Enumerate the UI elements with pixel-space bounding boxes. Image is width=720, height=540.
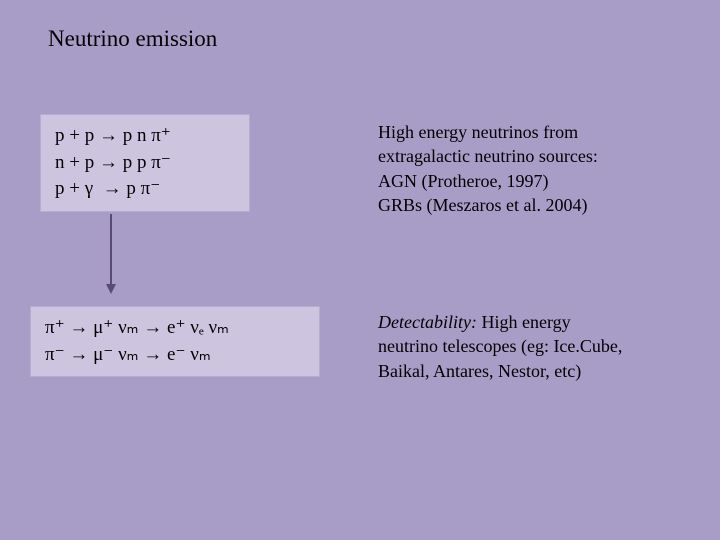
reactions-box-1: p + p → p n π⁺ n + p → p p π⁻ p + γ → p …: [40, 114, 250, 212]
decay-part: μ⁺ νₘ: [93, 317, 138, 338]
reaction-line: p + p → p n π⁺: [55, 123, 235, 150]
decay-part: μ⁻ νₘ: [93, 344, 138, 365]
text-line: AGN (Protheroe, 1997): [378, 169, 688, 193]
text-span: High energy: [477, 312, 571, 332]
arrow-down-icon: [106, 214, 116, 294]
slide-title: Neutrino emission: [48, 26, 217, 52]
text-line: High energy neutrinos from: [378, 120, 688, 144]
decay-line: π⁺ → μ⁺ νₘ → e⁺ νₑ νₘ: [45, 315, 305, 342]
arrow-right-icon: →: [69, 344, 93, 365]
decay-part: e⁻ νₘ: [167, 344, 211, 365]
detectability-text: Detectability: High energy neutrino tele…: [378, 310, 688, 383]
text-line: Baikal, Antares, Nestor, etc): [378, 359, 688, 383]
sources-text: High energy neutrinos from extragalactic…: [378, 120, 688, 217]
arrow-right-icon: →: [69, 317, 93, 338]
reaction-line: n + p → p p π⁻: [55, 150, 235, 177]
decay-line: π⁻ → μ⁻ νₘ → e⁻ νₘ: [45, 342, 305, 369]
arrow-right-icon: →: [99, 152, 123, 173]
arrow-right-icon: →: [143, 344, 167, 365]
text-line: neutrino telescopes (eg: Ice.Cube,: [378, 334, 688, 358]
reactions-box-2: π⁺ → μ⁺ νₘ → e⁺ νₑ νₘ π⁻ → μ⁻ νₘ → e⁻ νₘ: [30, 306, 320, 377]
reaction-rhs: p p π⁻: [123, 152, 171, 173]
text-line: Detectability: High energy: [378, 310, 688, 334]
decay-part: π⁺: [45, 317, 65, 338]
reaction-rhs: p π⁻: [126, 178, 160, 199]
reaction-lhs: p + p: [55, 125, 94, 146]
arrow-right-icon: →: [99, 125, 123, 146]
decay-part: e⁺ νₑ νₘ: [167, 317, 229, 338]
arrow-right-icon: →: [143, 317, 167, 338]
arrow-right-icon: →: [98, 178, 127, 199]
text-line: GRBs (Meszaros et al. 2004): [378, 193, 688, 217]
detectability-label: Detectability:: [378, 312, 477, 332]
reaction-rhs: p n π⁺: [123, 125, 171, 146]
reaction-line: p + γ → p π⁻: [55, 176, 235, 203]
decay-part: π⁻: [45, 344, 65, 365]
reaction-lhs: n + p: [55, 152, 94, 173]
reaction-lhs: p + γ: [55, 178, 93, 199]
text-line: extragalactic neutrino sources:: [378, 144, 688, 168]
